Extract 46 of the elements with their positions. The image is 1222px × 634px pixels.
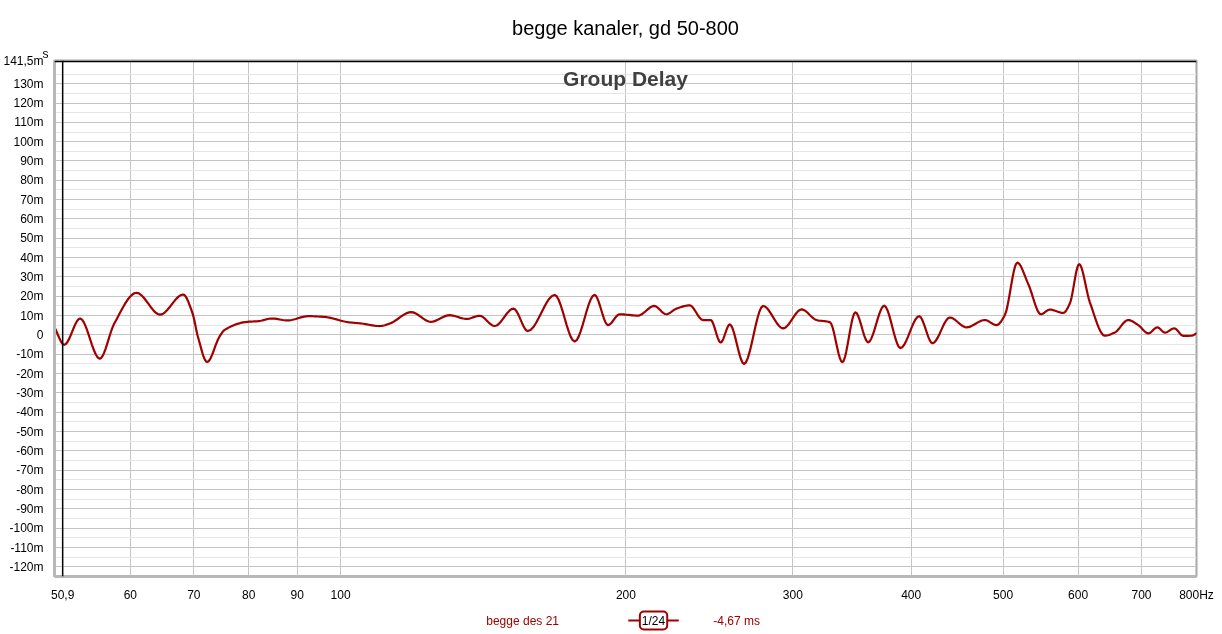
y-axis-title: s [42, 46, 49, 61]
x-tick-label: 200 [615, 587, 637, 602]
y-tick-label: -70m [16, 463, 44, 478]
chart-title: begge kanaler, gd 50-800 [512, 16, 739, 39]
y-tick-label: 0 [36, 327, 44, 342]
chart-subtitle: Group Delay [563, 66, 689, 90]
y-tick-label: 110m [14, 115, 44, 130]
y-tick-label: 70m [20, 192, 44, 207]
y-tick-label: -110m [10, 540, 44, 555]
y-tick-label: -120m [9, 559, 44, 574]
x-tick-label: 50,9 [50, 587, 75, 602]
text: begge des 21 [486, 613, 560, 628]
y-tick-label: 80m [20, 173, 44, 188]
y-tick-label: -40m [16, 405, 44, 420]
y-tick-label: 130m [13, 76, 44, 91]
y-tick-label: -50m [16, 424, 44, 439]
x-tick-label: 700 [1131, 587, 1152, 602]
x-tick-label: 60 [123, 587, 138, 602]
y-tick-label: 40m [20, 250, 44, 265]
x-tick-label: 800Hz [1179, 587, 1214, 602]
y-tick-label: 10m [20, 308, 44, 323]
y-tick-label: 141,5m [3, 54, 44, 69]
y-tick-label: -100m [9, 521, 44, 536]
y-tick-label: 50m [20, 231, 44, 246]
y-tick-label: 60m [20, 211, 44, 226]
x-tick-label: 600 [1068, 587, 1089, 602]
y-tick-label: -10m [16, 347, 44, 362]
x-tick-label: 70 [187, 587, 201, 602]
x-tick-label: 100 [330, 587, 351, 602]
x-tick-label: 90 [290, 587, 305, 602]
y-tick-label: 20m [20, 289, 44, 304]
x-tick-label: 400 [901, 587, 922, 602]
x-tick-label: 500 [993, 587, 1014, 602]
y-tick-label: 100m [13, 134, 44, 149]
text: -4,67 ms [713, 613, 761, 628]
text: 1/24 [641, 613, 666, 628]
x-tick-label: 80 [242, 587, 256, 602]
y-tick-label: 90m [20, 153, 44, 168]
y-tick-label: -80m [16, 482, 44, 497]
y-tick-label: -30m [16, 385, 44, 400]
y-tick-label: 120m [13, 96, 44, 111]
y-tick-label: -60m [16, 443, 44, 458]
y-tick-label: -20m [16, 366, 44, 381]
y-tick-label: -90m [16, 501, 44, 516]
x-tick-label: 300 [782, 587, 804, 602]
y-tick-label: 30m [20, 269, 44, 284]
